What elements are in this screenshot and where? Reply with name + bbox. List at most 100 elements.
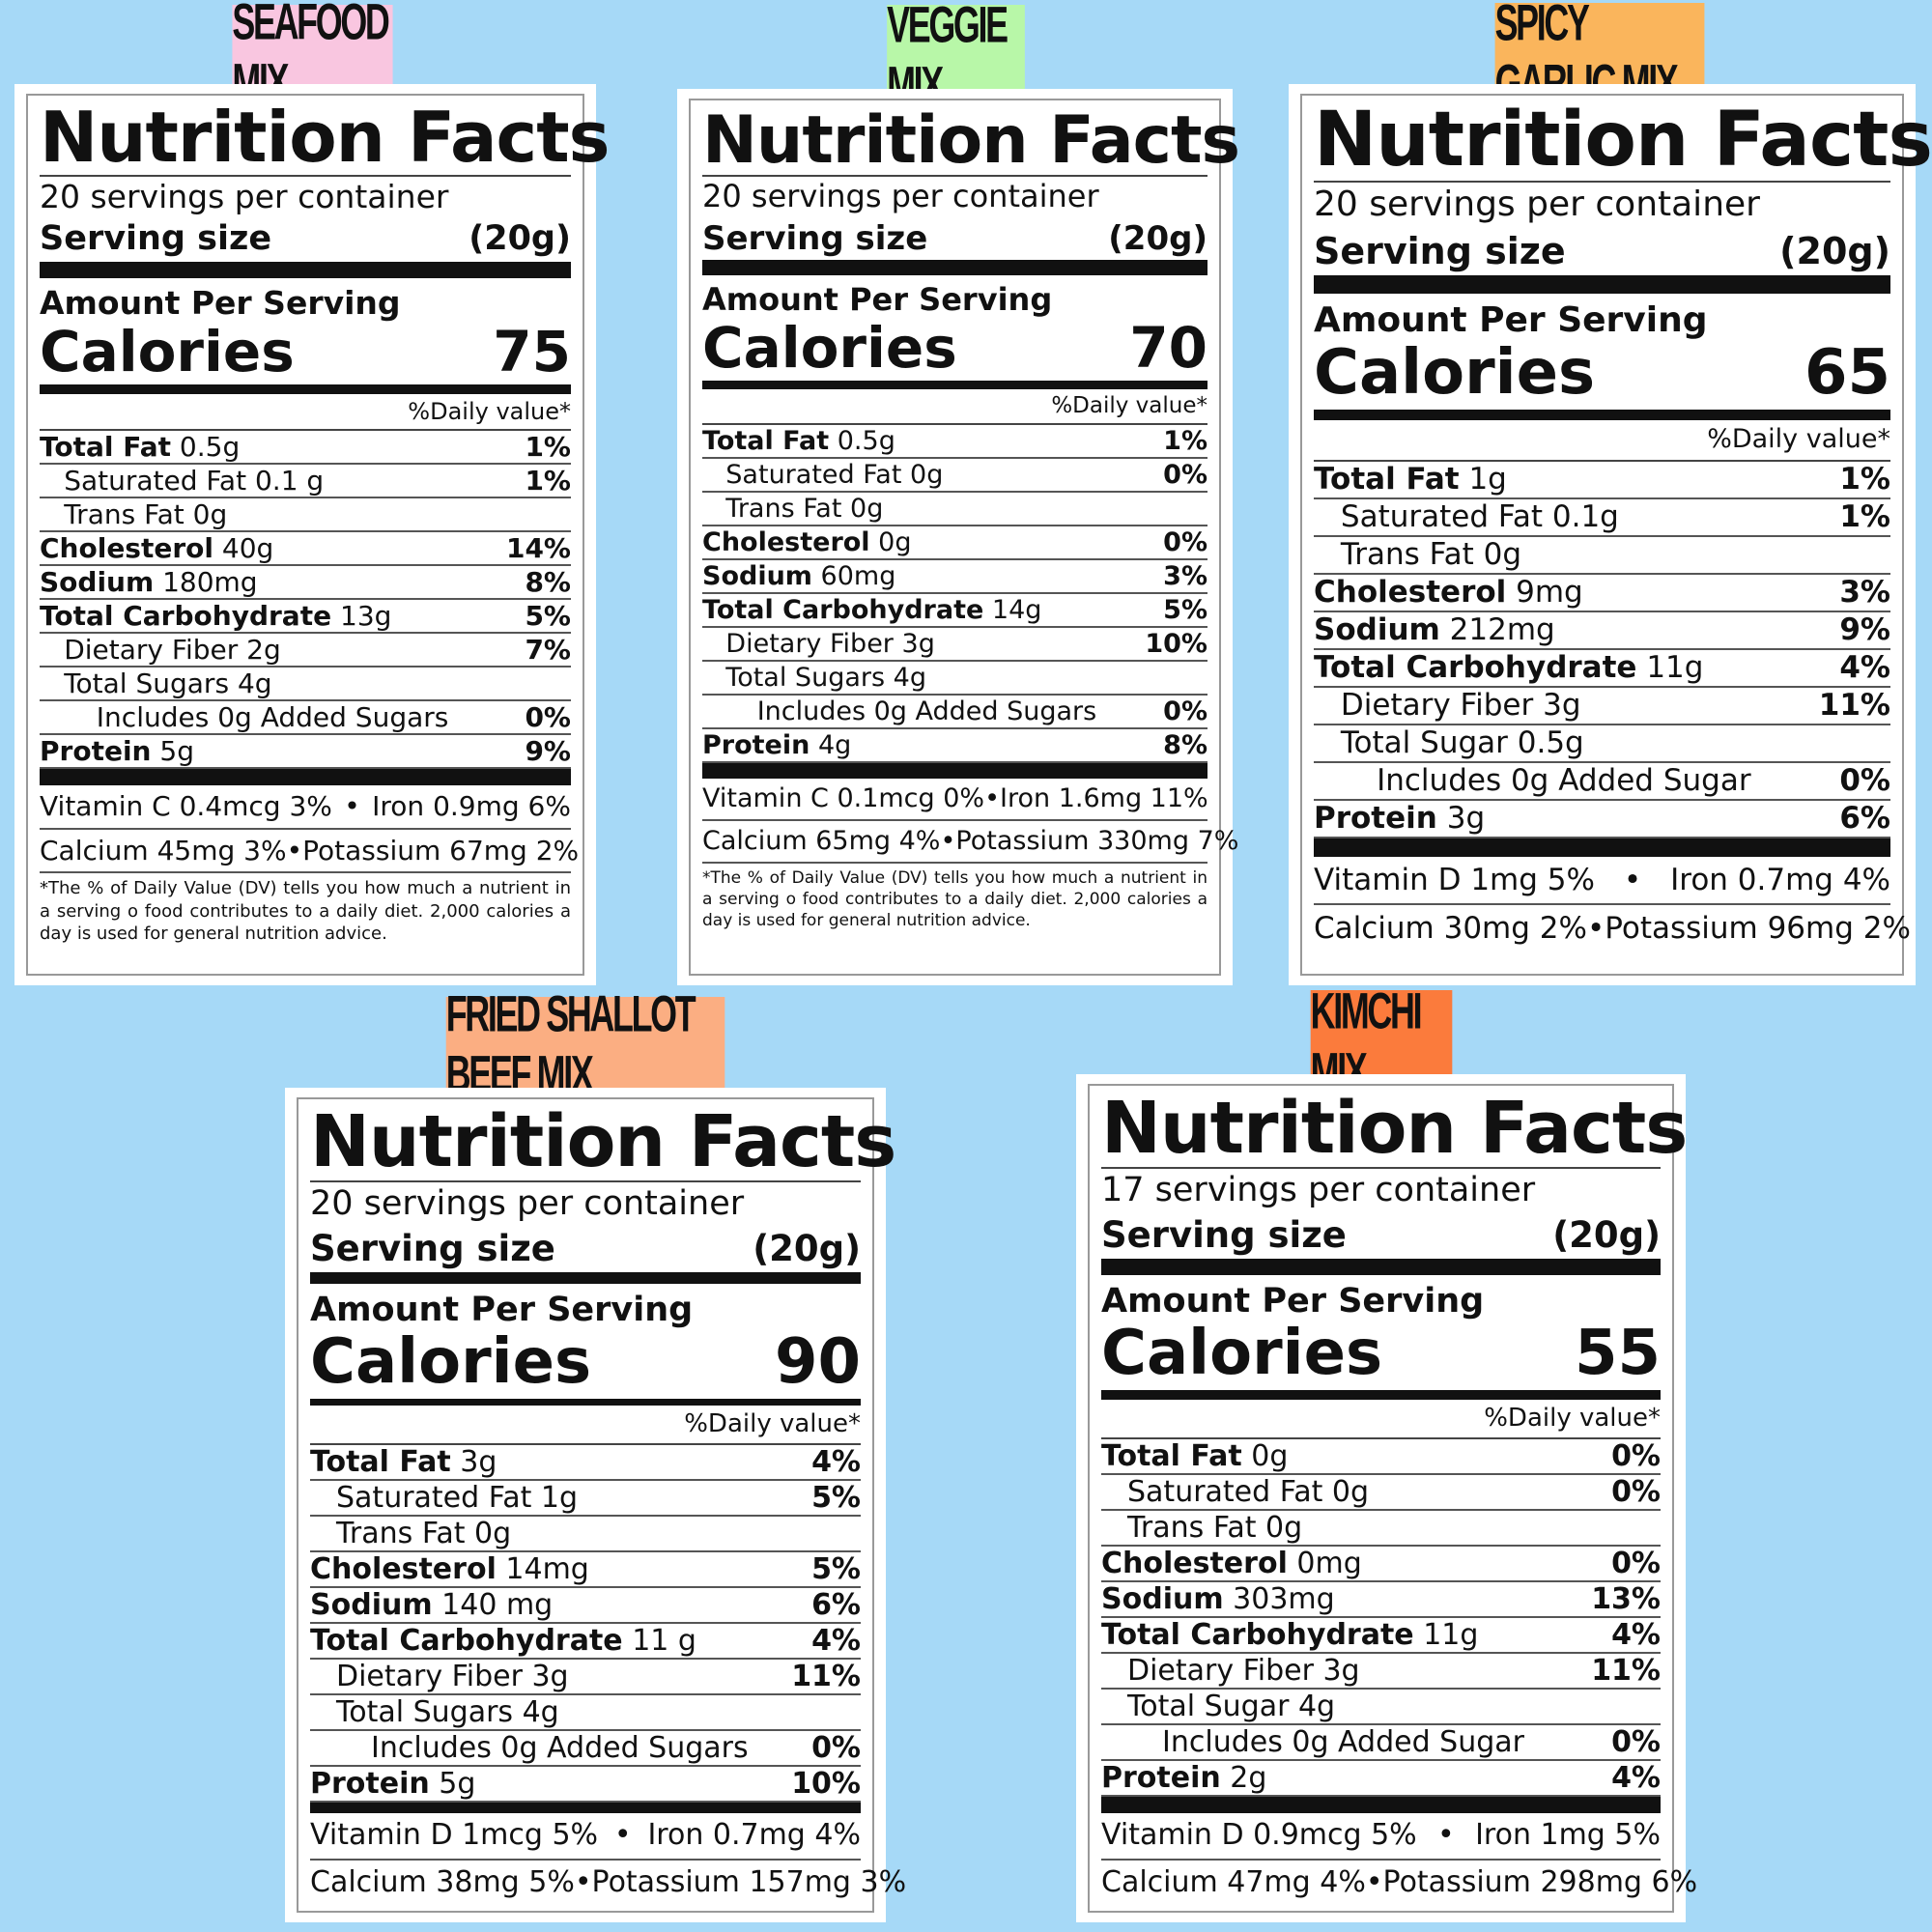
nutrient-amount: 1g — [1468, 462, 1507, 497]
medium-divider — [1101, 1390, 1661, 1401]
nutrient-name: Cholesterol — [310, 1551, 497, 1586]
thick-divider — [1314, 838, 1890, 857]
vitamin-mineral-row: Calcium 47mg 4% • Potassium 298mg 6% — [1101, 1861, 1697, 1906]
nutrient-name: Dietary Fiber — [725, 628, 894, 659]
nutrient-row: Protein 5g 10% — [310, 1767, 861, 1803]
vitamin-left: Vitamin D 1mcg 5% — [310, 1818, 599, 1852]
nutrient-name: Cholesterol — [702, 526, 870, 557]
nutrient-name: Includes 0g Added Sugars — [371, 1730, 749, 1765]
vitamin-left: Vitamin D 1mg 5% — [1314, 862, 1595, 897]
nutrient-row: Includes 0g Added Sugars 0% — [310, 1731, 861, 1767]
nutrient-name: Trans Fat — [725, 493, 842, 524]
medium-divider — [310, 1398, 861, 1406]
daily-value-percent: 10% — [1145, 628, 1208, 659]
daily-value-percent: 5% — [1163, 594, 1208, 625]
nutrient-row: Cholesterol 0mg 0% — [1101, 1547, 1661, 1583]
nutrient-amount: 0.5g — [179, 431, 241, 464]
serving-size: Serving size (20g) — [310, 1226, 861, 1272]
nutrient-amount: 0g — [878, 526, 912, 557]
vitamin-left: Vitamin C 0.4mcg 3% — [40, 790, 332, 823]
thick-divider — [40, 261, 571, 278]
daily-value-percent: 11% — [791, 1659, 861, 1693]
serving-size-value: (20g) — [469, 219, 571, 259]
servings-per-container: 20 servings per container — [40, 177, 449, 215]
daily-value-percent: 9% — [1839, 612, 1890, 648]
nutrient-name: Total Sugars — [725, 662, 886, 693]
nutrient-row: Saturated Fat 0.1 g 1% — [40, 465, 571, 499]
vitamin-right: Iron 0.9mg 6% — [372, 790, 571, 823]
nutrient-name: Sodium — [40, 566, 155, 599]
vitamin-mineral-row: Calcium 38mg 5% • Potassium 157mg 3% — [310, 1861, 906, 1906]
nutrient-name: Total Fat — [1101, 1439, 1242, 1474]
nutrient-row: Trans Fat 0g — [40, 498, 571, 533]
thick-divider — [1101, 1259, 1661, 1275]
thick-divider — [702, 762, 1208, 779]
nutrient-name: Total Carbohydrate — [702, 594, 984, 625]
nutrient-row: Includes 0g Added Sugar 0% — [1101, 1725, 1661, 1762]
product-name: FRIED SHALLOT BEEF MIX — [445, 984, 696, 1102]
serving-size-value: (20g) — [1108, 218, 1208, 258]
nutrient-row: Trans Fat 0g — [702, 493, 1208, 526]
nutrient-name: Includes 0g Added Sugar — [1162, 1725, 1524, 1760]
daily-value-percent: 0% — [525, 701, 571, 734]
fried-shallot-beef-mix-name-tag: FRIED SHALLOT BEEF MIX — [445, 984, 725, 1102]
calories-row: Calories 65 — [1314, 341, 1890, 406]
bullet-separator: • — [984, 782, 1001, 813]
nutrient-row: Total Carbohydrate 13g 5% — [40, 600, 571, 635]
nutrient-row: Sodium 140 mg 6% — [310, 1588, 861, 1624]
nutrient-row: Total Fat 0g 0% — [1101, 1439, 1661, 1476]
vitamin-right: Potassium 298mg 6% — [1382, 1864, 1698, 1899]
amount-per-serving: Amount Per Serving — [310, 1290, 694, 1329]
veggie-mix-nutrition-panel: Nutrition Facts 20 servings per container… — [677, 89, 1240, 985]
servings-per-container: 20 servings per container — [702, 178, 1099, 215]
nutrient-row: Sodium 212mg 9% — [1314, 612, 1890, 650]
nutrient-row: Includes 0g Added Sugars 0% — [40, 701, 571, 736]
nutrient-name: Cholesterol — [40, 532, 213, 565]
servings-per-container: 17 servings per container — [1101, 1170, 1536, 1209]
seafood-mix-name-tag: SEAFOOD MIX — [232, 0, 393, 109]
nutrient-row: Saturated Fat 0g 0% — [702, 459, 1208, 493]
seafood-mix-nutrition-panel: Nutrition Facts 20 servings per container… — [14, 84, 611, 985]
nutrient-row: Cholesterol 0g 0% — [702, 526, 1208, 560]
calories-value: 90 — [774, 1325, 861, 1398]
nutrient-row: Saturated Fat 0.1g 1% — [1314, 499, 1890, 537]
daily-value-percent: 0% — [1839, 763, 1890, 799]
daily-value-percent: 3% — [1163, 560, 1208, 591]
nutrient-amount: 4g — [817, 729, 852, 760]
nutrient-name: Total Carbohydrate — [40, 600, 332, 633]
nutrient-name: Total Fat — [702, 425, 830, 456]
daily-value-percent: 10% — [791, 1766, 861, 1801]
nutrient-name: Includes 0g Added Sugars — [756, 696, 1097, 726]
vitamin-mineral-row: Calcium 30mg 2% • Potassium 96mg 2% — [1314, 905, 1911, 952]
nutrient-row: Saturated Fat 1g 5% — [310, 1481, 861, 1517]
daily-value-percent: 11% — [1818, 688, 1890, 724]
bullet-separator: • — [940, 825, 956, 856]
daily-value-percent: 5% — [525, 600, 571, 633]
daily-value-footnote: *The % of Daily Value (DV) tells you how… — [702, 867, 1208, 930]
nutrient-amount: 2g — [1230, 1761, 1267, 1796]
nutrient-row: Protein 5g 9% — [40, 735, 571, 770]
nutrient-amount: 4g — [1297, 1690, 1336, 1724]
nutrient-row: Protein 3g 6% — [1314, 801, 1890, 838]
nutrient-row: Includes 0g Added Sugars 0% — [702, 696, 1208, 729]
nutrient-name: Total Sugars — [336, 1694, 514, 1729]
daily-value-percent: 1% — [525, 431, 571, 464]
daily-value-header: %Daily value* — [1101, 1400, 1661, 1440]
nutrient-row: Total Carbohydrate 11g 4% — [1101, 1618, 1661, 1655]
veggie-mix-name-tag: VEGGIE MIX — [887, 0, 1025, 113]
thick-divider — [702, 260, 1208, 276]
amount-per-serving: Amount Per Serving — [702, 281, 1053, 319]
nutrient-amount: 4g — [893, 662, 926, 693]
medium-divider — [40, 384, 571, 395]
nutrient-name: Dietary Fiber — [64, 634, 239, 667]
bullet-separator: • — [1437, 1818, 1455, 1852]
nutrient-row: Cholesterol 40g 14% — [40, 532, 571, 567]
nutrient-name: Protein — [1314, 801, 1437, 837]
nutrient-amount: 3g — [901, 628, 935, 659]
vitamin-mineral-row: Vitamin D 1mg 5% • Iron 0.7mg 4% — [1314, 857, 1890, 905]
nutrient-amount: 3g — [460, 1444, 497, 1479]
bullet-separator: • — [574, 1864, 592, 1899]
serving-size: Serving size (20g) — [1101, 1212, 1661, 1259]
nutrient-amount: 40g — [221, 532, 274, 565]
calories-value: 75 — [493, 318, 571, 384]
